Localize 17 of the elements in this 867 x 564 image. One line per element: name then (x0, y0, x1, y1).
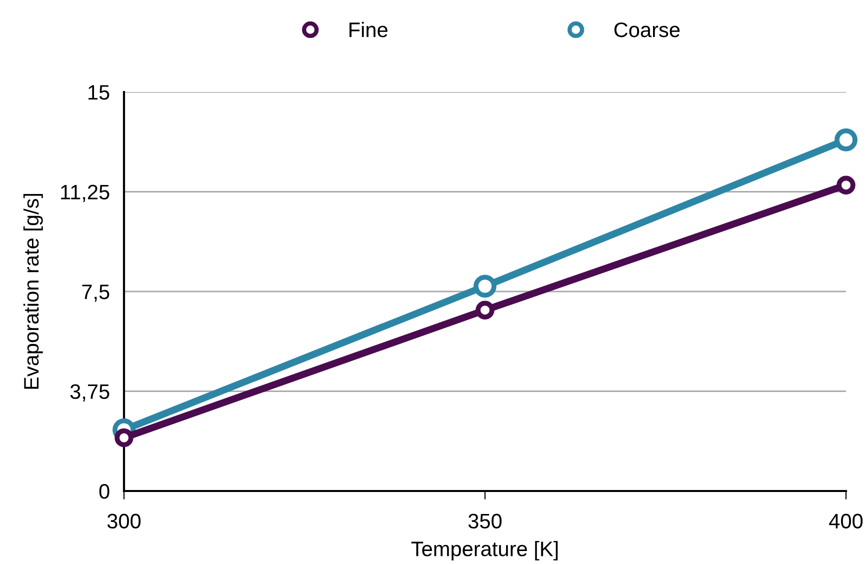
y-tick-label: 15 (88, 85, 110, 100)
x-tick-label: 300 (107, 514, 141, 529)
x-tick-label: 350 (468, 514, 502, 529)
point (476, 300, 494, 320)
point (834, 128, 858, 152)
point (836, 176, 856, 194)
legend-label: Fine (350, 22, 388, 38)
x-tick-label: 400 (829, 514, 863, 529)
y-tick-label: 11,25 (61, 184, 110, 202)
y-tick-label: 7,5 (82, 284, 110, 302)
legend-label: Coarse (614, 22, 680, 38)
point (114, 428, 134, 448)
y-tick-label: 0 (99, 484, 110, 499)
x-axis-title: Temperature [K] (411, 540, 558, 560)
point (474, 274, 496, 298)
y-axis-title: Evaporation rate [g/s] (23, 194, 43, 389)
y-tick-label: 3,75 (70, 384, 110, 402)
